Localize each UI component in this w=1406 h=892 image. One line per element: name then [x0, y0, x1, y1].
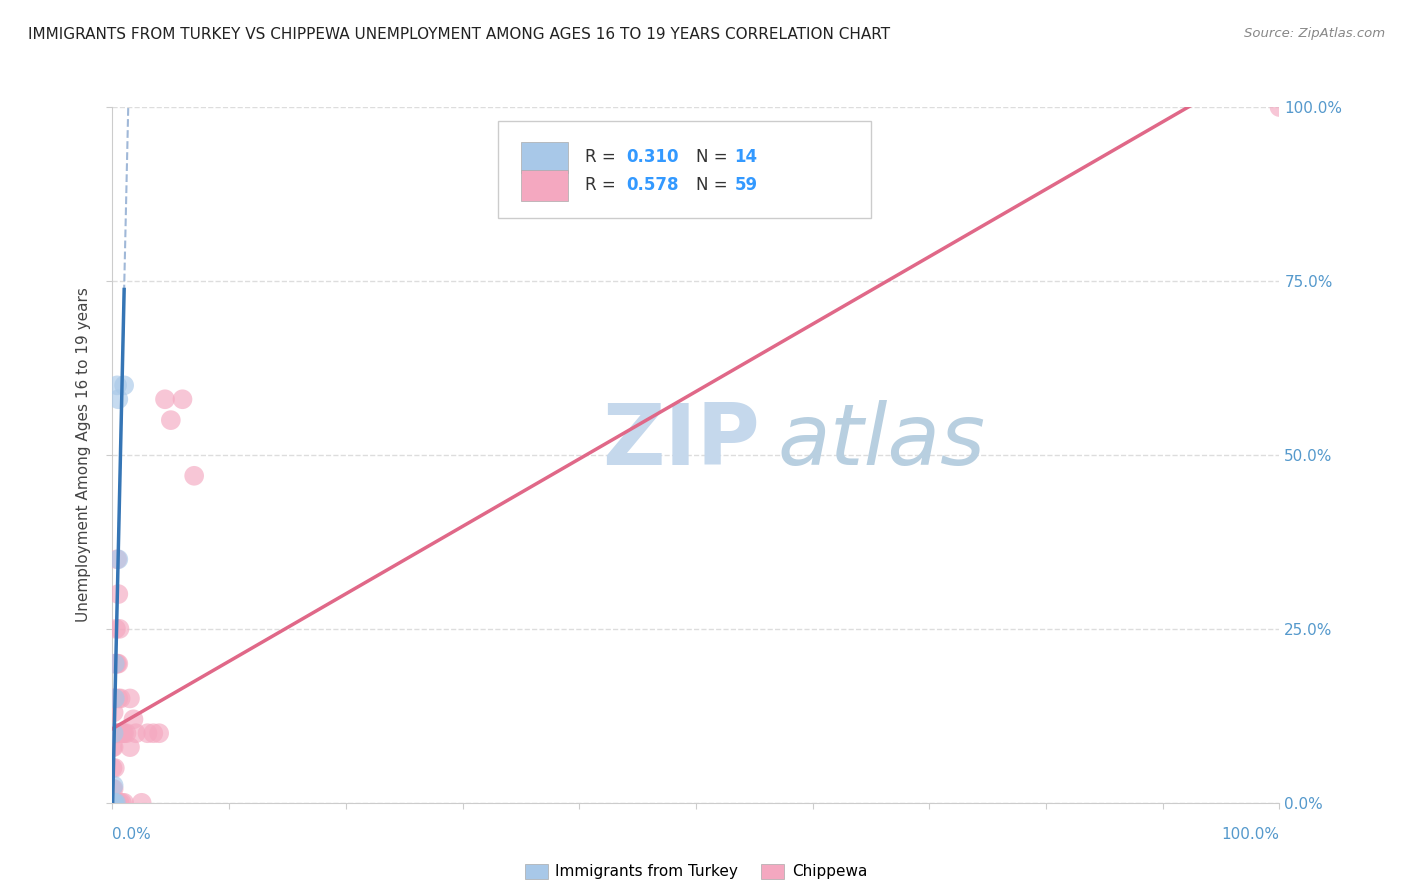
Bar — [520, 169, 568, 201]
Point — [101, 796, 124, 810]
Text: 14: 14 — [734, 148, 758, 166]
Point — [105, 726, 128, 740]
Point — [104, 622, 127, 636]
Point — [108, 796, 131, 810]
Text: 0.0%: 0.0% — [112, 827, 152, 841]
Point — [101, 781, 124, 796]
Point — [103, 740, 125, 755]
Text: ZIP: ZIP — [603, 400, 761, 483]
Point — [153, 392, 176, 407]
Point — [103, 796, 125, 810]
Point — [101, 796, 124, 810]
Point — [112, 796, 135, 810]
Point — [101, 726, 124, 740]
Point — [104, 796, 127, 810]
Text: 100.0%: 100.0% — [1222, 827, 1279, 841]
Point — [105, 657, 128, 671]
Point — [103, 778, 125, 792]
Point — [104, 726, 127, 740]
Point — [103, 796, 125, 810]
Y-axis label: Unemployment Among Ages 16 to 19 years: Unemployment Among Ages 16 to 19 years — [76, 287, 91, 623]
Text: Source: ZipAtlas.com: Source: ZipAtlas.com — [1244, 27, 1385, 40]
Point — [1268, 100, 1291, 114]
Point — [148, 726, 170, 740]
Point — [111, 726, 134, 740]
Point — [104, 761, 127, 775]
Point — [101, 796, 124, 810]
Point — [118, 691, 141, 706]
Point — [107, 392, 129, 407]
Point — [142, 726, 165, 740]
Text: R =: R = — [585, 176, 621, 194]
Point — [125, 726, 148, 740]
Point — [104, 657, 127, 671]
Point — [122, 712, 145, 726]
Point — [101, 796, 124, 810]
Point — [101, 796, 124, 810]
Point — [108, 726, 131, 740]
Point — [104, 796, 127, 810]
Point — [105, 796, 128, 810]
Point — [101, 796, 124, 810]
Point — [103, 706, 125, 720]
Point — [105, 552, 128, 566]
Point — [104, 796, 127, 810]
Point — [136, 726, 159, 740]
Text: N =: N = — [696, 176, 733, 194]
Point — [103, 796, 125, 810]
Point — [118, 740, 141, 755]
Point — [112, 378, 135, 392]
Point — [105, 378, 128, 392]
Point — [115, 726, 138, 740]
Point — [101, 761, 124, 775]
Text: N =: N = — [696, 148, 733, 166]
Point — [101, 796, 124, 810]
Point — [107, 587, 129, 601]
Point — [104, 691, 127, 706]
Point — [104, 796, 127, 810]
Bar — [520, 142, 568, 173]
Point — [110, 691, 132, 706]
Point — [107, 691, 129, 706]
Point — [104, 796, 127, 810]
Point — [108, 622, 131, 636]
Point — [103, 691, 125, 706]
Point — [107, 552, 129, 566]
Text: 0.578: 0.578 — [626, 176, 679, 194]
Point — [112, 726, 135, 740]
FancyBboxPatch shape — [498, 121, 870, 219]
Point — [103, 796, 125, 810]
Point — [103, 796, 125, 810]
Point — [103, 796, 125, 810]
Text: IMMIGRANTS FROM TURKEY VS CHIPPEWA UNEMPLOYMENT AMONG AGES 16 TO 19 YEARS CORREL: IMMIGRANTS FROM TURKEY VS CHIPPEWA UNEMP… — [28, 27, 890, 42]
Point — [172, 392, 194, 407]
Text: atlas: atlas — [778, 400, 986, 483]
Point — [160, 413, 183, 427]
Text: 59: 59 — [734, 176, 758, 194]
Point — [104, 657, 127, 671]
Text: R =: R = — [585, 148, 621, 166]
Point — [111, 796, 134, 810]
Point — [131, 796, 153, 810]
Point — [111, 726, 134, 740]
Point — [103, 726, 125, 740]
Point — [107, 657, 129, 671]
Point — [104, 657, 127, 671]
Point — [103, 781, 125, 796]
Point — [101, 740, 124, 755]
Text: 0.310: 0.310 — [626, 148, 679, 166]
Point — [104, 796, 127, 810]
Legend: Immigrants from Turkey, Chippewa: Immigrants from Turkey, Chippewa — [519, 857, 873, 886]
Point — [183, 468, 205, 483]
Point — [104, 691, 127, 706]
Point — [101, 796, 124, 810]
Point — [104, 726, 127, 740]
